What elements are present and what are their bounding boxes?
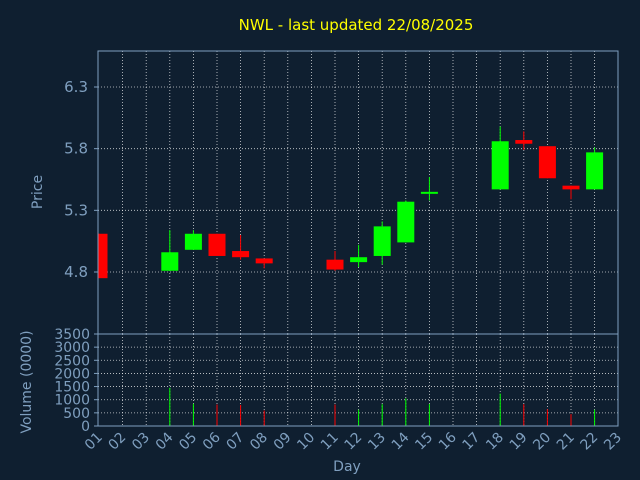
volume-tick-label: 1000 <box>54 393 90 409</box>
x-tick-label: 04 <box>153 429 177 453</box>
candle-body <box>350 257 368 263</box>
candle-body <box>232 251 250 258</box>
volume-axis-label: Volume (0000) <box>19 330 35 433</box>
volume-tick-label: 3000 <box>54 340 90 356</box>
candle-body <box>98 233 108 279</box>
x-tick-label: 19 <box>507 430 531 454</box>
x-tick-label: 22 <box>578 430 602 454</box>
x-tick-label: 13 <box>365 430 389 454</box>
x-tick-label: 20 <box>530 430 554 454</box>
price-tick-label: 5.8 <box>64 140 88 158</box>
volume-tick-label: 0 <box>81 419 90 435</box>
x-tick-label: 14 <box>389 429 413 453</box>
x-tick-label: 09 <box>271 430 295 454</box>
axes: 01 02 03 04 05 06 07 08 09 10 11 12 13 14 15 16 17 18 19 20… <box>54 50 625 454</box>
candle-body <box>397 201 415 243</box>
x-tick-label: 23 <box>601 430 625 454</box>
candle-body <box>208 233 226 256</box>
x-tick-label: 02 <box>106 430 130 454</box>
x-tick-label: 10 <box>294 430 318 454</box>
volume-tick-label: 2500 <box>54 353 90 369</box>
x-tick-label: 07 <box>224 430 248 454</box>
price-grid <box>98 51 618 334</box>
candle-body <box>562 185 580 190</box>
x-tick-label: 11 <box>318 430 342 454</box>
price-tick-label: 5.3 <box>64 201 88 219</box>
x-tick-label: 12 <box>342 430 366 454</box>
candle-body <box>586 152 604 190</box>
chart-title: NWL - last updated 22/08/2025 <box>239 16 474 34</box>
price-tick-label: 4.8 <box>64 263 88 281</box>
candle-body <box>373 226 391 256</box>
candle-body <box>515 140 533 144</box>
x-tick-label: 21 <box>554 430 578 454</box>
volume-tick-label: 1500 <box>54 380 90 396</box>
candle-body <box>420 191 438 194</box>
candle-body <box>255 258 273 264</box>
candle-body <box>538 146 556 179</box>
volume-bars <box>169 387 596 426</box>
x-axis-label: Day <box>333 459 361 475</box>
candle-body <box>184 233 202 250</box>
price-axis-label: Price <box>30 175 46 209</box>
x-tick-label: 03 <box>129 430 153 454</box>
volume-grid <box>98 334 618 426</box>
volume-panel-frame <box>97 333 619 427</box>
volume-tick-label: 500 <box>63 406 90 422</box>
x-tick-label: 15 <box>412 430 436 454</box>
price-panel-frame <box>97 50 619 335</box>
candle-body <box>326 259 344 270</box>
volume-tick-label: 3500 <box>54 327 90 343</box>
candles <box>98 126 604 279</box>
x-tick-label: 17 <box>460 430 484 454</box>
x-tick-label: 16 <box>436 429 460 453</box>
x-tick-label: 18 <box>483 430 507 454</box>
candle-body <box>491 141 509 190</box>
x-tick-label: 08 <box>247 430 271 454</box>
volume-tick-label: 2000 <box>54 366 90 382</box>
price-tick-label: 6.3 <box>64 78 88 96</box>
x-tick-label: 05 <box>176 430 200 454</box>
candle-body <box>161 252 179 271</box>
x-tick-label: 06 <box>200 429 224 453</box>
